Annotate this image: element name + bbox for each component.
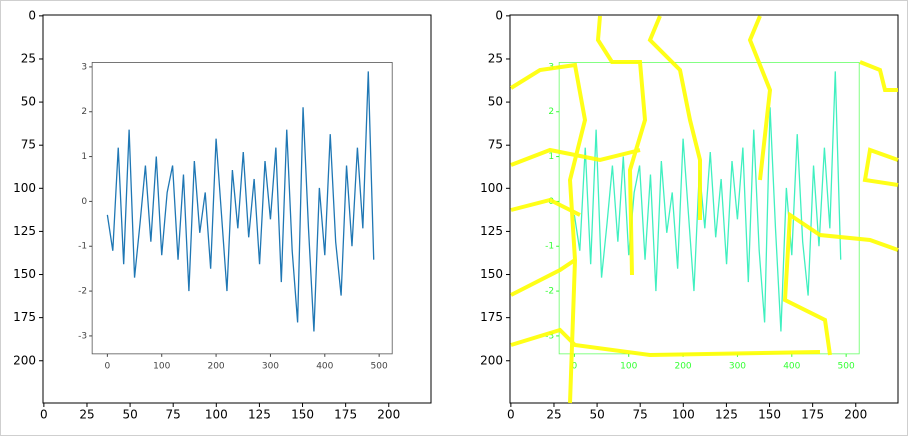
x-tick-label: 150	[291, 408, 314, 422]
inset-y-tick-label: -1	[78, 242, 87, 252]
inset-x-tick-label: 100	[620, 361, 637, 371]
x-tick-label: 75	[166, 408, 181, 422]
x-tick-label: 25	[546, 408, 561, 422]
inset-y-tick-label: -2	[545, 287, 554, 297]
x-tick-label: 0	[507, 408, 515, 422]
contours	[509, 15, 899, 404]
inset-line	[573, 71, 842, 332]
inset-x-tick-label: 200	[207, 361, 224, 371]
inset-y-tick-label: 2	[548, 107, 554, 117]
inset-x-tick-label: 100	[153, 361, 170, 371]
inset-y-tick-label: 0	[81, 197, 87, 207]
inset-y-tick-label: 3	[81, 62, 87, 72]
x-tick-label: 0	[40, 408, 48, 422]
inset-line	[106, 71, 375, 332]
inset-x-tick-label: 500	[371, 361, 388, 371]
inset-x-tick-label: 300	[729, 361, 746, 371]
inset-y-tick-label: -1	[545, 242, 554, 252]
y-tick-label: 150	[480, 267, 503, 281]
y-tick-label: 0	[495, 8, 503, 22]
y-tick-label: 25	[21, 51, 36, 65]
y-tick-label: 0	[28, 8, 36, 22]
y-tick-label: 25	[488, 51, 503, 65]
inset-x-tick-label: 200	[674, 361, 691, 371]
axes-frame	[509, 14, 899, 404]
x-tick-label: 100	[672, 408, 695, 422]
x-tick-label: 150	[758, 408, 781, 422]
y-tick-label: 125	[480, 224, 503, 238]
y-tick-label: 100	[480, 181, 503, 195]
x-tick-label: 125	[715, 408, 738, 422]
x-tick-label: 200	[377, 408, 400, 422]
x-tick-label: 125	[248, 408, 271, 422]
x-tick-label: 25	[79, 408, 94, 422]
inset-y-tick-label: -2	[78, 287, 87, 297]
inset-y-tick-label: -3	[78, 331, 87, 341]
y-tick-label: 75	[21, 138, 36, 152]
x-tick-label: 100	[205, 408, 228, 422]
inset-x-tick-label: 0	[104, 361, 110, 371]
x-tick-label: 175	[801, 408, 824, 422]
y-tick-label: 50	[21, 95, 36, 109]
inset-frame	[91, 62, 393, 355]
y-tick-label: 50	[488, 95, 503, 109]
y-tick-label: 175	[480, 310, 503, 324]
y-tick-label: 125	[13, 224, 36, 238]
inset-x-tick-label: 400	[316, 361, 333, 371]
y-tick-label: 200	[480, 353, 503, 367]
inset-x-tick-label: 300	[262, 361, 279, 371]
x-tick-label: 50	[122, 408, 137, 422]
inset-x-tick-label: 0	[571, 361, 577, 371]
y-tick-label: 175	[13, 310, 36, 324]
inset-x-tick-label: 400	[783, 361, 800, 371]
x-tick-label: 50	[589, 408, 604, 422]
inset-y-tick-label: 1	[81, 152, 87, 162]
inset-y-tick-label: 2	[81, 107, 87, 117]
y-tick-label: 75	[488, 138, 503, 152]
x-tick-label: 75	[633, 408, 648, 422]
inset-x-tick-label: 500	[838, 361, 855, 371]
y-tick-label: 200	[13, 353, 36, 367]
inset-y-tick-label: -3	[545, 331, 554, 341]
y-tick-label: 150	[13, 267, 36, 281]
y-tick-label: 100	[13, 181, 36, 195]
x-tick-label: 175	[334, 408, 357, 422]
inset-y-tick-label: 1	[548, 152, 554, 162]
x-tick-label: 200	[844, 408, 867, 422]
axes-frame	[42, 14, 432, 404]
